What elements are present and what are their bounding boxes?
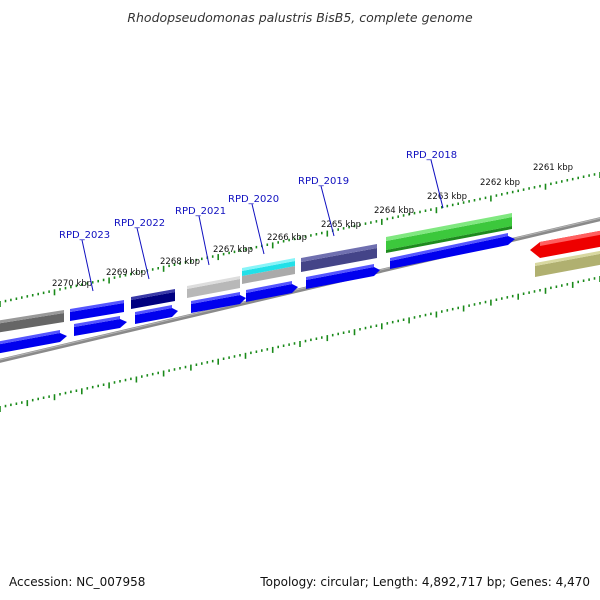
topology-text: Topology: circular; Length: 4,892,717 bp… xyxy=(260,575,590,589)
gene-label-rpd2020[interactable]: RPD_2020 xyxy=(228,194,279,205)
gene-rpd2018-forward[interactable] xyxy=(386,213,512,253)
gene-arrow-6[interactable] xyxy=(306,264,380,289)
leader-rpd2022 xyxy=(136,227,150,280)
gene-labels: RPD_2018 RPD_2019 RPD_2020 RPD_2021 RPD_… xyxy=(59,150,457,241)
gene-darkgray-forward[interactable] xyxy=(0,310,64,333)
gene-arrow-5[interactable] xyxy=(246,281,298,302)
gene-rpd2023-forward[interactable] xyxy=(70,300,124,321)
leader-rpd2018 xyxy=(430,159,444,209)
kbp-label: 2270 kbp xyxy=(52,279,92,289)
reverse-strand-genes xyxy=(0,233,515,354)
gene-arrow-7[interactable] xyxy=(390,233,515,269)
gene-olive-forward[interactable] xyxy=(535,250,600,277)
kbp-label: 2264 kbp xyxy=(374,206,414,216)
inner-tick-track xyxy=(0,276,600,412)
kbp-label: 2265 kbp xyxy=(321,220,361,230)
leader-rpd2023 xyxy=(81,239,94,292)
kbp-label: 2267 kbp xyxy=(213,245,253,255)
leader-rpd2021 xyxy=(198,215,210,266)
kbp-label: 2268 kbp xyxy=(160,257,200,267)
gene-label-rpd2019[interactable]: RPD_2019 xyxy=(298,176,349,187)
kbp-label: 2266 kbp xyxy=(267,233,307,243)
gene-rpd2021-forward[interactable] xyxy=(187,276,240,298)
forward-strand-genes xyxy=(0,213,600,333)
gene-label-rpd2018[interactable]: RPD_2018 xyxy=(406,150,457,161)
leader-rpd2019 xyxy=(320,185,335,237)
kbp-label: 2269 kbp xyxy=(106,268,146,278)
kbp-label: 2261 kbp xyxy=(533,163,573,173)
gene-rpd2020-forward[interactable] xyxy=(242,258,295,284)
gene-arrow-1[interactable] xyxy=(0,330,67,354)
kbp-labels: 2261 kbp 2262 kbp 2263 kbp 2264 kbp 2265… xyxy=(52,163,573,289)
gene-arrow-4[interactable] xyxy=(191,292,246,313)
gene-arrow-3[interactable] xyxy=(135,305,178,324)
gene-rpd2022-forward[interactable] xyxy=(131,289,175,309)
gene-label-rpd2023[interactable]: RPD_2023 xyxy=(59,230,110,241)
kbp-label: 2263 kbp xyxy=(427,192,467,202)
gene-label-rpd2021[interactable]: RPD_2021 xyxy=(175,206,226,217)
leader-rpd2020 xyxy=(251,203,265,255)
accession-text: Accession: NC_007958 xyxy=(9,575,146,589)
kbp-label: 2262 kbp xyxy=(480,178,520,188)
gene-arrow-2[interactable] xyxy=(74,316,127,336)
gene-label-rpd2022[interactable]: RPD_2022 xyxy=(114,218,165,229)
map-title: Rhodopseudomonas palustris BisB5, comple… xyxy=(127,10,473,25)
gene-red-forward[interactable] xyxy=(530,230,600,258)
label-leaders xyxy=(81,159,444,292)
gene-rpd2019-forward[interactable] xyxy=(301,244,377,272)
